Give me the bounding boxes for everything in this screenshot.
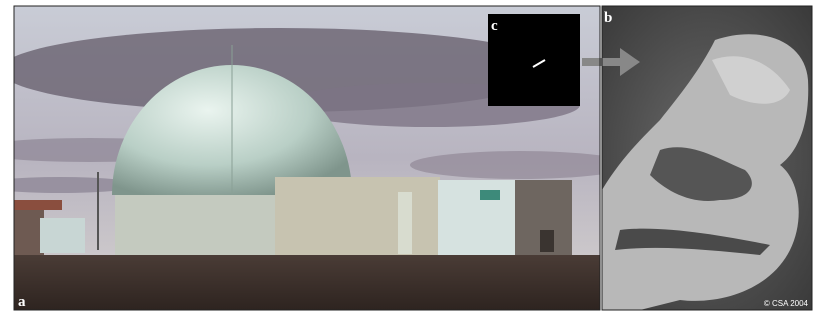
credit: © CSA 2004	[764, 299, 809, 308]
panel-label: a	[18, 294, 26, 310]
panel-label: c	[491, 18, 498, 34]
figure: a b c © CSA 2004	[0, 0, 815, 313]
inset-c	[488, 14, 580, 106]
satellite-b	[602, 6, 812, 310]
panel-label: b	[604, 10, 612, 26]
